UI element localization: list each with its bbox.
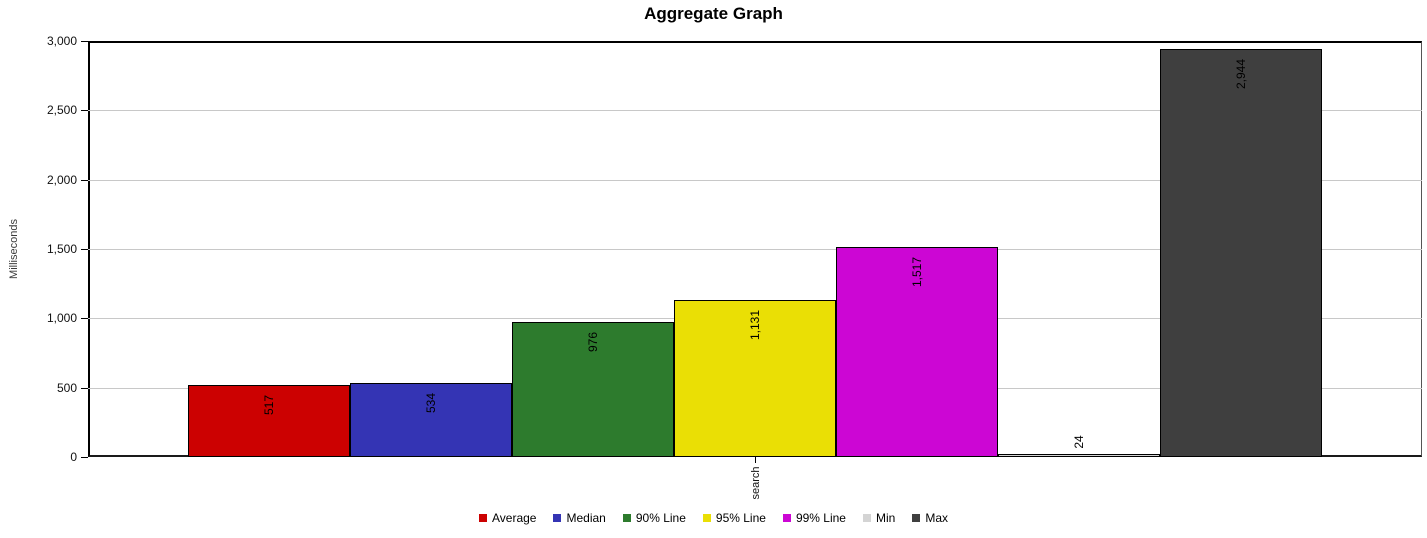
bar-value-label-95-line: 1,131 bbox=[748, 309, 762, 341]
bar-95-line bbox=[674, 300, 836, 457]
y-tick-mark bbox=[81, 318, 88, 319]
gridline bbox=[88, 180, 1422, 181]
y-tick-label: 3,000 bbox=[46, 34, 77, 48]
x-category-label: search bbox=[750, 465, 762, 500]
legend-item-90-line: 90% Line bbox=[622, 511, 686, 525]
legend-label: 99% Line bbox=[795, 511, 846, 525]
legend-item-95-line: 95% Line bbox=[702, 511, 766, 525]
legend-label: Max bbox=[925, 511, 948, 525]
y-tick-mark bbox=[81, 180, 88, 181]
legend-swatch-average bbox=[479, 514, 487, 522]
bar-value-label-90-line: 976 bbox=[586, 331, 600, 353]
y-tick-mark bbox=[81, 457, 88, 458]
legend-swatch-90-line bbox=[622, 514, 631, 522]
y-tick-mark bbox=[81, 388, 88, 389]
chart-title: Aggregate Graph bbox=[644, 4, 783, 23]
y-tick-label: 2,500 bbox=[46, 103, 77, 117]
y-tick-mark bbox=[81, 249, 88, 250]
bar-value-label-99-line: 1,517 bbox=[910, 256, 924, 288]
legend-item-min: Min bbox=[862, 511, 896, 525]
bar-90-line bbox=[512, 322, 674, 457]
legend-item-median: Median bbox=[553, 511, 606, 525]
bar-value-label-max: 2,944 bbox=[1234, 58, 1248, 90]
y-tick-label: 500 bbox=[56, 381, 77, 395]
bar-min bbox=[998, 454, 1160, 457]
legend-label: Average bbox=[492, 511, 537, 525]
bar-median bbox=[350, 383, 512, 457]
legend-label: 95% Line bbox=[715, 511, 766, 525]
bar-max bbox=[1160, 49, 1322, 457]
legend-swatch-min bbox=[862, 514, 871, 522]
legend-item-99-line: 99% Line bbox=[782, 511, 846, 525]
legend: Average Median 90% Line 95% Line 99% Line Min… bbox=[0, 511, 1427, 525]
gridline bbox=[88, 110, 1422, 111]
x-tick-mark bbox=[755, 457, 756, 463]
legend-label: Median bbox=[566, 511, 606, 525]
y-tick-label: 1,500 bbox=[46, 242, 77, 256]
bar-value-label-average: 517 bbox=[262, 394, 276, 416]
legend-label: 90% Line bbox=[635, 511, 686, 525]
bar-99-line bbox=[836, 247, 998, 457]
bar-value-label-min: 24 bbox=[1072, 434, 1086, 449]
legend-swatch-max bbox=[912, 514, 921, 522]
y-tick-label: 1,000 bbox=[46, 311, 77, 325]
legend-swatch-99-line bbox=[782, 514, 791, 522]
gridline bbox=[88, 249, 1422, 250]
y-tick-mark bbox=[81, 110, 88, 111]
y-tick-mark bbox=[81, 41, 88, 42]
bar-average bbox=[188, 385, 350, 457]
y-tick-label: 0 bbox=[70, 450, 77, 464]
legend-swatch-median bbox=[553, 514, 562, 522]
legend-label: Min bbox=[875, 511, 896, 525]
legend-item-average: Average bbox=[479, 511, 536, 525]
legend-swatch-95-line bbox=[702, 514, 711, 522]
legend-item-max: Max bbox=[912, 511, 948, 525]
bar-value-label-median: 534 bbox=[424, 392, 438, 414]
y-tick-label: 2,000 bbox=[46, 173, 77, 187]
